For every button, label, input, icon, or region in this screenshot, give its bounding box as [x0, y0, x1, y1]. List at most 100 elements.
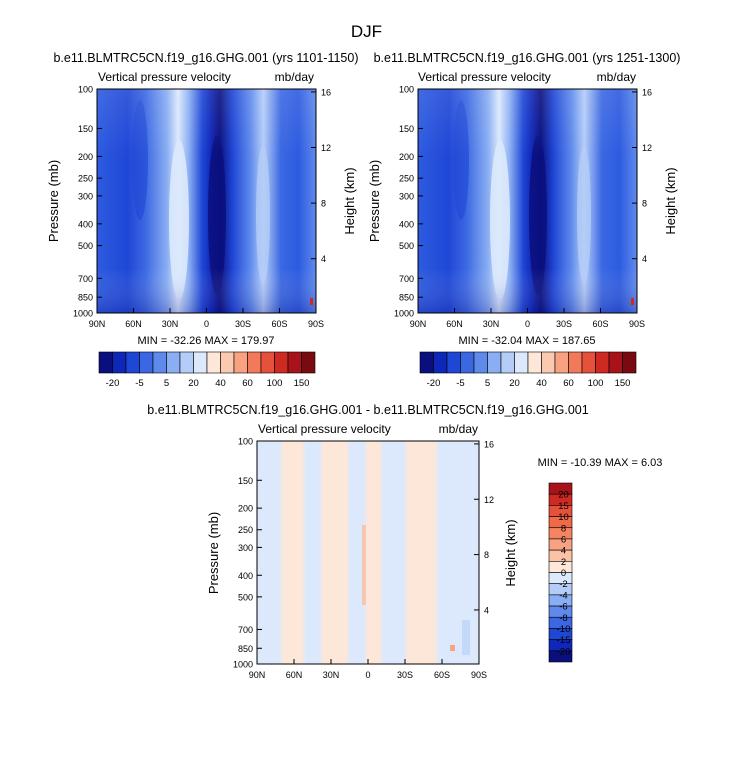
- x-tick-label: 0: [204, 319, 209, 329]
- colorbar-swatch: [247, 351, 262, 374]
- colorbar-label: -2: [559, 579, 567, 590]
- panel-2-stats: MIN = -32.04 MAX = 187.65: [459, 335, 596, 347]
- y-tick-label: 700: [399, 274, 414, 284]
- panel-2: b.e11.BLMTRC5CN.f19_g16.GHG.001 (yrs 125…: [367, 51, 680, 389]
- colorbar-swatch: [193, 351, 208, 374]
- y-tick-label: 1000: [394, 309, 414, 319]
- panel-1-x-ticks: 90N 60N 30N 0 30S 60S 90S: [89, 308, 324, 329]
- y-tick-label: 200: [238, 504, 253, 514]
- x-tick-label: 30S: [397, 670, 413, 680]
- x-tick-label: 60N: [446, 319, 463, 329]
- colorbar-label: 60: [242, 378, 253, 389]
- panel-1-units-label: mb/day: [275, 70, 314, 84]
- colorbar-swatch: [274, 351, 289, 374]
- y2-tick-label: 12: [642, 143, 652, 153]
- colorbar-swatch: [125, 351, 140, 374]
- colorbar-swatch: [152, 351, 167, 374]
- panel-2-units-label: mb/day: [597, 70, 636, 84]
- panel-3-units-label: mb/day: [439, 422, 478, 436]
- colorbar-label: 2: [561, 557, 566, 568]
- colorbar-swatch: [446, 351, 461, 374]
- y2-tick-label: 12: [484, 495, 494, 505]
- colorbar-label: 150: [294, 378, 310, 389]
- colorbar-label: 8: [561, 523, 566, 534]
- colorbar-label: 5: [485, 378, 490, 389]
- panel-1-colorbar: -20 -5 5 20 40 60 100 150: [98, 351, 316, 389]
- colorbar-swatch: [233, 351, 248, 374]
- panel-2-colorbar: -20 -5 5 20 40 60 100 150: [419, 351, 637, 389]
- y2-tick-label: 4: [321, 254, 326, 264]
- colorbar-swatch: [527, 351, 542, 374]
- colorbar-label: 20: [558, 490, 569, 501]
- colorbar-label: -4: [559, 590, 567, 601]
- panel-3: b.e11.BLMTRC5CN.f19_g16.GHG.001 - b.e11.…: [147, 403, 662, 680]
- y-tick-label: 150: [78, 124, 93, 134]
- colorbar-swatch: [287, 351, 302, 374]
- colorbar-label: 5: [164, 378, 169, 389]
- colorbar-swatch: [260, 351, 275, 374]
- y-tick-label: 200: [399, 152, 414, 162]
- y-tick-label: 400: [399, 219, 414, 229]
- colorbar-label: 15: [558, 501, 569, 512]
- colorbar-label: -20: [557, 646, 571, 657]
- colorbar-swatch: [581, 351, 596, 374]
- colorbar-swatch: [548, 650, 573, 663]
- panel-1-stats: MIN = -32.26 MAX = 179.97: [138, 335, 275, 347]
- colorbar-swatch: [98, 351, 113, 374]
- colorbar-label: 40: [536, 378, 547, 389]
- x-tick-label: 60N: [125, 319, 142, 329]
- y-tick-label: 850: [399, 293, 414, 303]
- panel-3-y-axis-label: Pressure (mb): [206, 512, 221, 594]
- figure-title: DJF: [351, 22, 382, 41]
- colorbar-swatch: [112, 351, 127, 374]
- colorbar-label: 60: [563, 378, 574, 389]
- colorbar-swatch: [433, 351, 448, 374]
- y2-tick-label: 8: [642, 199, 647, 209]
- y2-tick-label: 8: [321, 199, 326, 209]
- panel-2-title: b.e11.BLMTRC5CN.f19_g16.GHG.001 (yrs 125…: [374, 51, 681, 65]
- x-tick-label: 90S: [471, 670, 487, 680]
- y-tick-label: 250: [78, 174, 93, 184]
- panel-2-y-axis-label: Pressure (mb): [367, 160, 382, 242]
- x-tick-label: 90N: [249, 670, 266, 680]
- panel-3-y2-ticks: 16 12 8 4: [474, 439, 494, 615]
- y-tick-label: 700: [238, 625, 253, 635]
- panel-2-y2-axis-label: Height (km): [663, 167, 678, 234]
- panel-1-y-ticks: 100 150 200 250 300 400 500 700 850 1000: [73, 85, 102, 319]
- panel-1-field: [97, 89, 316, 313]
- x-tick-label: 0: [525, 319, 530, 329]
- x-tick-label: 60S: [434, 670, 450, 680]
- panel-1-y2-axis-label: Height (km): [342, 167, 357, 234]
- y-tick-label: 250: [399, 174, 414, 184]
- colorbar-label: 100: [267, 378, 283, 389]
- colorbar-swatch: [206, 351, 221, 374]
- y-tick-label: 100: [399, 85, 414, 95]
- colorbar-label: -8: [559, 613, 567, 624]
- colorbar-swatch: [220, 351, 235, 374]
- panel-2-field: [418, 89, 637, 313]
- colorbar-label: 150: [615, 378, 631, 389]
- y2-tick-label: 16: [642, 87, 652, 97]
- panel-2-variable-label: Vertical pressure velocity: [418, 70, 551, 84]
- y-tick-label: 500: [399, 241, 414, 251]
- colorbar-label: -15: [557, 635, 571, 646]
- y-tick-label: 150: [238, 476, 253, 486]
- colorbar-swatch: [568, 351, 583, 374]
- colorbar-swatch: [487, 351, 502, 374]
- colorbar-swatch: [514, 351, 529, 374]
- colorbar-label: -20: [106, 378, 120, 389]
- y-tick-label: 100: [238, 437, 253, 447]
- y-tick-label: 850: [78, 293, 93, 303]
- colorbar-label: 20: [188, 378, 199, 389]
- y-tick-label: 700: [78, 274, 93, 284]
- panel-3-y-ticks: 100 150 200 250 300 400 500 700 850 1000: [233, 437, 262, 670]
- colorbar-swatch: [541, 351, 556, 374]
- colorbar-swatch: [460, 351, 475, 374]
- colorbar-label: -5: [456, 378, 464, 389]
- colorbar-swatch: [554, 351, 569, 374]
- y-tick-label: 1000: [73, 309, 93, 319]
- colorbar-label: -20: [427, 378, 441, 389]
- x-tick-label: 60S: [271, 319, 287, 329]
- panel-1-variable-label: Vertical pressure velocity: [98, 70, 231, 84]
